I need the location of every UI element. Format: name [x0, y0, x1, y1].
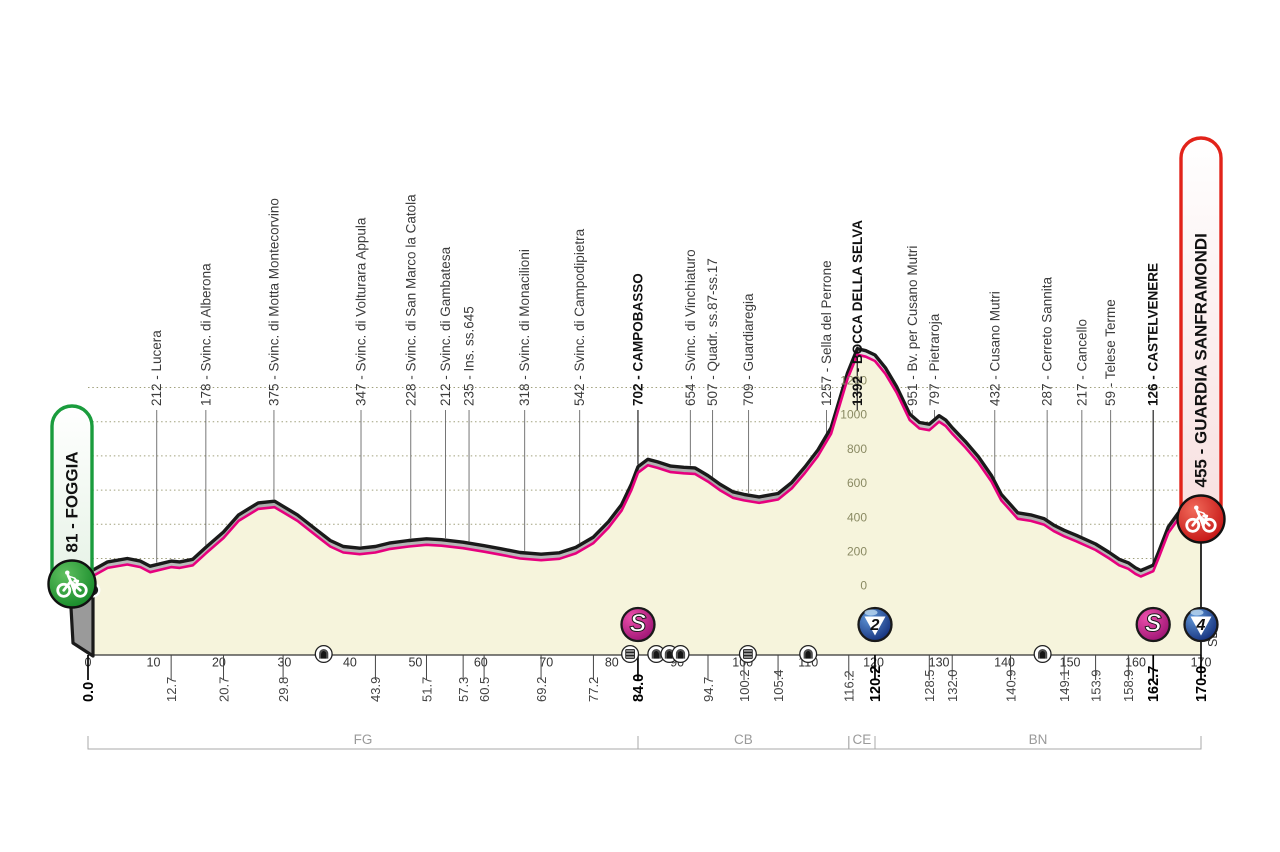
svg-text:2: 2	[870, 617, 880, 634]
svg-text:69.2: 69.2	[534, 677, 549, 702]
svg-text:170.0: 170.0	[1194, 666, 1210, 702]
svg-text:150: 150	[1060, 656, 1081, 670]
svg-text:CB: CB	[734, 732, 753, 747]
svg-text:0.0: 0.0	[81, 682, 97, 702]
svg-text:116.2: 116.2	[842, 670, 857, 702]
svg-text:S: S	[1145, 610, 1162, 638]
svg-text:1257 - Sella del Perrone: 1257 - Sella del Perrone	[819, 260, 834, 406]
svg-text:149.1: 149.1	[1057, 669, 1072, 702]
svg-text:318 - Svinc. di Monacilioni: 318 - Svinc. di Monacilioni	[517, 249, 532, 406]
svg-text:60.5: 60.5	[477, 677, 492, 702]
svg-text:57.3: 57.3	[456, 677, 471, 702]
svg-text:217 - Cancello: 217 - Cancello	[1074, 319, 1089, 406]
svg-text:BN: BN	[1029, 732, 1048, 747]
svg-text:212 - Lucera: 212 - Lucera	[149, 330, 164, 406]
svg-text:43.9: 43.9	[368, 677, 383, 702]
svg-text:100.2: 100.2	[737, 669, 752, 702]
svg-text:200: 200	[847, 545, 867, 559]
svg-text:20.7: 20.7	[216, 677, 231, 702]
svg-text:654 - Svinc. di Vinchiaturo: 654 - Svinc. di Vinchiaturo	[683, 249, 698, 406]
svg-text:951 - Bv. per Cusano Mutri: 951 - Bv. per Cusano Mutri	[905, 246, 920, 406]
svg-text:40: 40	[343, 656, 357, 670]
svg-text:60: 60	[474, 656, 488, 670]
svg-text:10: 10	[147, 656, 161, 670]
svg-text:797 - Pietraroja: 797 - Pietraroja	[927, 313, 942, 406]
svg-text:S: S	[630, 610, 647, 638]
svg-text:CE: CE	[853, 732, 872, 747]
svg-text:347 - Svinc. di Volturara Appu: 347 - Svinc. di Volturara Appula	[354, 217, 369, 406]
svg-text:432 - Cusano Mutri: 432 - Cusano Mutri	[987, 291, 1002, 406]
svg-text:800: 800	[847, 442, 867, 456]
svg-text:140.9: 140.9	[1003, 669, 1018, 702]
svg-text:0: 0	[860, 579, 867, 593]
svg-text:709 - Guardiaregia: 709 - Guardiaregia	[741, 293, 756, 406]
svg-text:507 - Quadr. ss.87-ss.17: 507 - Quadr. ss.87-ss.17	[705, 258, 720, 406]
svg-text:702 - CAMPOBASSO: 702 - CAMPOBASSO	[630, 273, 645, 406]
svg-text:30: 30	[277, 656, 291, 670]
svg-text:29.8: 29.8	[276, 677, 291, 702]
svg-text:153.9: 153.9	[1088, 669, 1103, 702]
svg-text:50: 50	[408, 656, 422, 670]
svg-text:162.7: 162.7	[1146, 666, 1162, 702]
svg-text:51.7: 51.7	[419, 677, 434, 702]
svg-text:228 - Svinc. di San Marco la C: 228 - Svinc. di San Marco la Catola	[403, 194, 418, 406]
svg-text:120.2: 120.2	[868, 666, 884, 702]
svg-text:FG: FG	[354, 732, 373, 747]
svg-text:94.7: 94.7	[701, 677, 716, 702]
svg-text:4: 4	[1196, 617, 1206, 634]
svg-text:158.9: 158.9	[1121, 669, 1136, 702]
svg-text:212 - Svinc. di Gambatesa: 212 - Svinc. di Gambatesa	[438, 246, 453, 406]
svg-text:84.0: 84.0	[631, 674, 647, 702]
svg-text:178 - Svinc. di Alberona: 178 - Svinc. di Alberona	[198, 263, 213, 406]
svg-text:128.5: 128.5	[922, 669, 937, 702]
svg-text:1392 - BOCCA DELLA SELVA: 1392 - BOCCA DELLA SELVA	[850, 220, 865, 406]
svg-text:80: 80	[605, 656, 619, 670]
svg-text:130: 130	[929, 656, 950, 670]
svg-text:1000: 1000	[840, 408, 867, 422]
svg-text:132.0: 132.0	[945, 669, 960, 702]
svg-text:375 - Svinc. di Motta Montecor: 375 - Svinc. di Motta Montecorvino	[266, 198, 281, 406]
svg-text:400: 400	[847, 510, 867, 524]
svg-text:235 - Ins. ss.645: 235 - Ins. ss.645	[462, 306, 477, 406]
svg-text:287 - Cerreto Sannita: 287 - Cerreto Sannita	[1040, 276, 1055, 406]
svg-text:77.2: 77.2	[586, 677, 601, 702]
svg-text:126 - CASTELVENERE: 126 - CASTELVENERE	[1146, 263, 1161, 406]
svg-text:455 - GUARDIA SANFRAMONDI: 455 - GUARDIA SANFRAMONDI	[1192, 233, 1211, 487]
svg-text:81 - FOGGIA: 81 - FOGGIA	[63, 451, 82, 552]
svg-text:140: 140	[994, 656, 1015, 670]
svg-text:600: 600	[847, 476, 867, 490]
svg-text:542 - Svinc. di Campodipietra: 542 - Svinc. di Campodipietra	[572, 228, 587, 406]
svg-text:12.7: 12.7	[164, 677, 179, 702]
svg-text:59 - Telese Terme: 59 - Telese Terme	[1103, 299, 1118, 406]
svg-text:105.4: 105.4	[771, 669, 786, 702]
